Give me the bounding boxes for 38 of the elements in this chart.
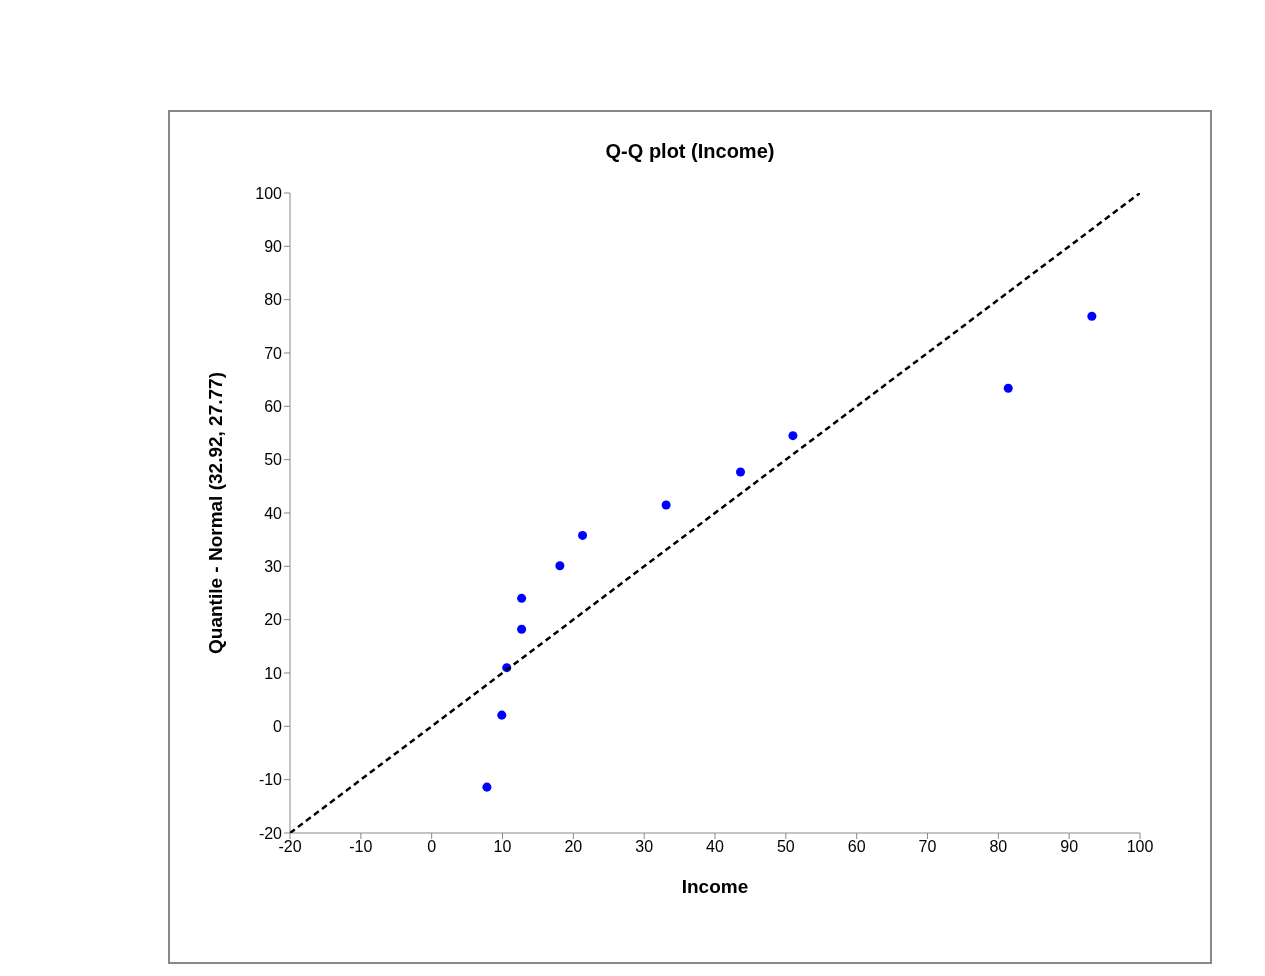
point bbox=[735, 467, 746, 477]
y-tick-label: -10 bbox=[258, 771, 283, 789]
x-tick-label: 30 bbox=[635, 838, 654, 856]
x-tick-label: 90 bbox=[1060, 838, 1079, 856]
point bbox=[578, 530, 588, 540]
y-tick-label: 0 bbox=[273, 718, 283, 736]
x-tick-label: 0 bbox=[427, 838, 437, 856]
x-tick-label: 80 bbox=[989, 838, 1008, 856]
point bbox=[661, 500, 671, 510]
y-tick-label: 80 bbox=[264, 291, 283, 309]
y-tick-label: 90 bbox=[264, 238, 283, 256]
x-tick-label: 70 bbox=[918, 838, 937, 856]
y-tick-label: 20 bbox=[264, 611, 283, 629]
x-tick-label: 20 bbox=[564, 838, 583, 856]
point bbox=[788, 431, 798, 441]
point bbox=[1003, 383, 1013, 393]
x-tick-label: 60 bbox=[847, 838, 866, 856]
y-tick-label: 30 bbox=[264, 558, 283, 576]
point bbox=[482, 782, 492, 792]
point bbox=[517, 593, 527, 603]
y-tick-label: 70 bbox=[264, 344, 283, 362]
x-tick-label: -10 bbox=[349, 838, 373, 856]
point bbox=[497, 710, 507, 720]
y-axis-title: Quantile - Normal (32.92, 27.77) bbox=[204, 372, 226, 654]
point bbox=[517, 624, 527, 634]
x-tick-label: 100 bbox=[1126, 838, 1154, 856]
y-tick-label: 60 bbox=[264, 398, 283, 416]
y-tick-label: 50 bbox=[264, 451, 283, 469]
point bbox=[1087, 311, 1097, 321]
x-tick-label: 40 bbox=[706, 838, 724, 856]
x-tick-label: 10 bbox=[493, 838, 512, 856]
x-tick-label: 50 bbox=[776, 838, 795, 856]
y-tick-label: 100 bbox=[255, 184, 283, 202]
y-tick-label: 10 bbox=[264, 664, 283, 682]
y-tick-label: 40 bbox=[264, 504, 283, 522]
chart-title: Q-Q plot (Income) bbox=[604, 140, 776, 163]
x-axis-title: Income bbox=[681, 876, 749, 897]
point bbox=[555, 561, 565, 571]
